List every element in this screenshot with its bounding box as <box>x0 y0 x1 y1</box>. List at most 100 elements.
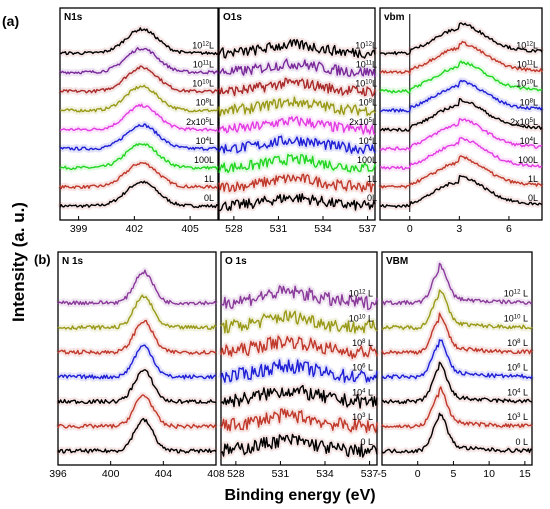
series-line <box>218 116 376 135</box>
x-tick-label: 0 <box>415 468 421 480</box>
series-label: 104L <box>520 136 538 146</box>
panel-frame <box>59 7 219 221</box>
panel-title: vbm <box>384 12 405 23</box>
series-line <box>379 118 543 151</box>
series-label: 0L <box>367 193 377 203</box>
series-label: 100L <box>518 155 538 165</box>
x-tick-label: 528 <box>225 223 243 235</box>
panel-title: O 1s <box>225 256 247 267</box>
series-line <box>220 359 378 383</box>
series-label: 104L <box>196 136 214 146</box>
x-tick-label: 408 <box>207 468 225 480</box>
series-line <box>57 344 217 380</box>
series-line <box>379 79 543 113</box>
series-label: 1010L <box>516 79 538 89</box>
series-label: 1012L <box>355 40 377 50</box>
x-tick-label: 396 <box>49 468 67 480</box>
series-label: 0 L <box>515 437 528 447</box>
panel-b-vbm: VBM -5 0 5 10 15 0 L 103 L 104 L 106 L 108 L 1010 L… <box>377 251 535 480</box>
series-label: 108 L <box>352 338 373 348</box>
panel-title: N1s <box>64 12 83 23</box>
series-line <box>379 22 543 56</box>
series-label: 108 L <box>507 338 528 348</box>
series-line <box>218 193 376 212</box>
series-label: 1010 L <box>349 313 373 323</box>
panel-b-n1s: N 1s 396 400 404 408 <box>49 251 225 480</box>
series-label: 1010 L <box>504 313 528 323</box>
panel-title: N 1s <box>62 256 84 267</box>
series-line <box>381 289 533 331</box>
x-tick-label: 402 <box>126 223 144 235</box>
series-line <box>379 136 543 170</box>
panel-a-o1s: O1s 528 531 534 537 0L 1L 100L 104L 2x105L 108L 101… <box>216 7 378 235</box>
series-line <box>381 312 533 355</box>
series-label: 100L <box>194 155 214 165</box>
series-line <box>59 65 219 94</box>
series-line <box>379 155 543 189</box>
x-tick-label: 400 <box>102 468 120 480</box>
series-label: 106 L <box>507 363 528 373</box>
series-line <box>381 339 533 380</box>
series-line <box>57 294 217 331</box>
row-label-a: (a) <box>2 13 19 29</box>
series-line <box>381 386 533 429</box>
y-axis-title: Intensity (a. u.) <box>9 202 28 322</box>
x-axis-title: Binding energy (eV) <box>224 487 375 504</box>
series-line <box>59 143 219 170</box>
x-tick-label: 537 <box>359 223 377 235</box>
panel-title: VBM <box>386 256 408 267</box>
series-line <box>59 84 219 113</box>
x-tick-label: -5 <box>377 468 386 480</box>
series-label: 1011L <box>193 59 214 69</box>
series-label: 1011L <box>517 59 538 69</box>
panel-a-n1s: N1s 399 402 405 0L 1L 100L 104L 2x105L 108L 1010L 1… <box>57 7 221 235</box>
series-line <box>59 47 219 75</box>
x-tick-label: 531 <box>270 223 288 235</box>
panel-b-o1s: O 1s 528 531 534 537 0 L 103 L 104 L 106 L 108 L 1… <box>218 251 380 480</box>
series-line <box>57 269 217 306</box>
panel-frame <box>379 7 543 221</box>
x-tick-label: 531 <box>272 468 290 480</box>
series-line <box>218 173 376 193</box>
x-tick-label: 405 <box>181 223 199 235</box>
series-line <box>59 123 219 151</box>
series-line <box>59 180 219 209</box>
series-line <box>381 412 533 454</box>
series-label: 1L <box>367 174 377 184</box>
series-label: 100L <box>357 155 377 165</box>
series-label: 1L <box>528 174 538 184</box>
series-label: 1012L <box>192 40 214 50</box>
series-label: 2x105L <box>510 117 538 127</box>
series-line <box>220 433 378 458</box>
panel-title: O1s <box>223 12 242 23</box>
series-label: 106 L <box>352 363 373 373</box>
series-line <box>379 40 543 75</box>
series-line <box>57 394 217 429</box>
series-label: 1012 L <box>504 289 528 299</box>
series-line <box>59 27 219 56</box>
series-label: 2x105L <box>186 117 214 127</box>
x-tick-label: 5 <box>451 468 457 480</box>
x-tick-label: 0 <box>407 223 413 235</box>
row-label-b: (b) <box>34 252 51 267</box>
series-line <box>218 58 376 78</box>
series-label: 104L <box>359 136 377 146</box>
series-label: 108L <box>359 98 377 108</box>
series-label: 1010L <box>355 79 377 89</box>
series-line <box>220 310 378 334</box>
series-line <box>57 369 217 405</box>
series-line <box>379 60 543 94</box>
panel-frame <box>218 7 376 221</box>
series-label: 1012L <box>516 40 538 50</box>
series-line <box>218 96 376 117</box>
x-tick-label: 528 <box>227 468 245 480</box>
panel-a-vbm: vbm 0 3 6 0L 1L 100L 104L 2x105L 108L 1010L 1011L 10… <box>377 7 545 235</box>
series-label: 1012 L <box>349 289 373 299</box>
panel-frame <box>57 251 217 466</box>
series-line <box>220 335 378 360</box>
series-label: 103 L <box>507 412 528 422</box>
series-label: 1010L <box>192 79 214 89</box>
x-tick-label: 15 <box>519 468 531 480</box>
series-line <box>379 175 543 209</box>
